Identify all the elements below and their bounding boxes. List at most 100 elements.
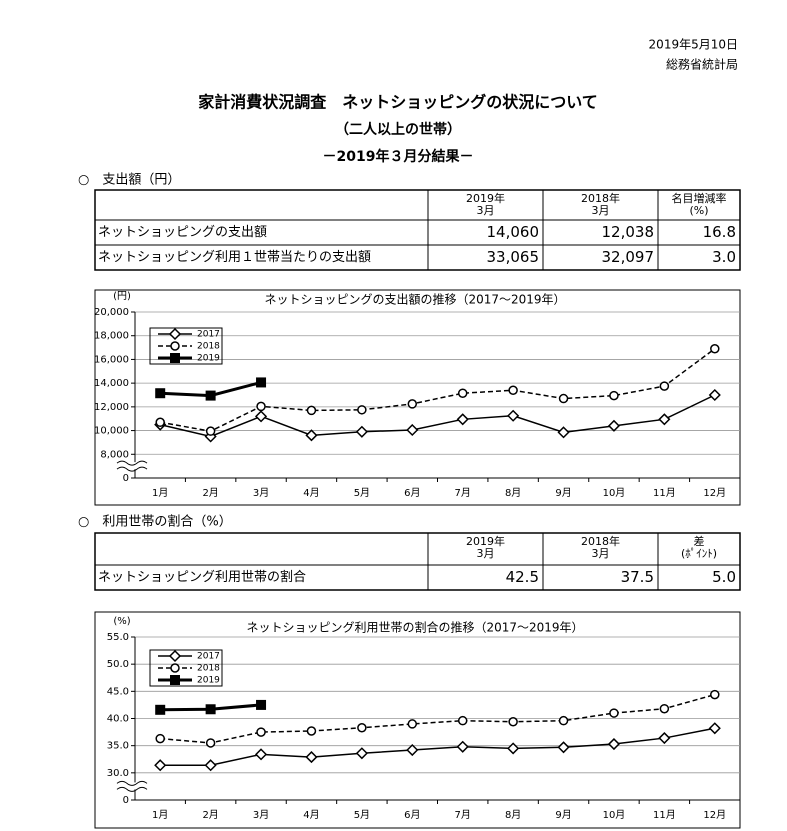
table-cell: 14,060	[487, 223, 540, 241]
legend-marker	[170, 663, 180, 673]
x-tick-label: 5月	[354, 809, 370, 821]
marker	[607, 419, 621, 432]
table-cell: 42.5	[506, 568, 539, 586]
legend-marker	[168, 649, 182, 663]
table-border	[94, 189, 741, 271]
x-tick-label: 8月	[505, 487, 521, 499]
series-line	[160, 348, 716, 432]
table-header: 3月	[592, 547, 610, 560]
marker	[456, 740, 469, 753]
marker	[507, 409, 520, 422]
axis-break	[116, 460, 148, 466]
marker	[256, 727, 266, 737]
legend-box	[149, 327, 223, 365]
marker	[256, 401, 266, 412]
table-header: 名目増減率	[672, 191, 727, 205]
marker	[305, 429, 318, 442]
x-tick-label: 9月	[555, 809, 571, 821]
x-tick-label: 11月	[653, 487, 676, 499]
marker	[155, 704, 166, 715]
y-tick-label: 45.0	[107, 686, 129, 697]
table-cell: 32,097	[602, 248, 655, 266]
y-tick-label: 10,000	[94, 426, 129, 437]
chart-frame	[94, 289, 741, 506]
axis-break	[116, 786, 148, 792]
marker	[254, 410, 268, 423]
x-tick-label: 2月	[202, 809, 218, 821]
marker	[407, 719, 418, 729]
marker	[256, 377, 267, 388]
table-cell: 33,065	[487, 248, 540, 266]
y-tick-label: 30.0	[107, 768, 129, 779]
marker	[355, 747, 368, 760]
marker	[406, 423, 419, 437]
y-tick-label: 8,000	[100, 449, 129, 460]
x-tick-label: 3月	[253, 809, 269, 821]
date: 2019年5月10日	[649, 38, 738, 52]
legend-label: 2017	[197, 330, 220, 340]
y-tick-label: 50.0	[107, 659, 129, 670]
y-unit: (円)	[113, 291, 131, 302]
organization: 総務省統計局	[666, 57, 738, 72]
section-label: ○ 支出額（円）	[78, 173, 180, 188]
table-border	[94, 532, 741, 591]
axis-break	[116, 780, 148, 786]
table-row-label: ネットショッピングの支出額	[98, 225, 267, 240]
table-header: 2018年	[581, 534, 620, 548]
marker	[154, 759, 167, 772]
section-label: ○ 利用世帯の割合（%）	[78, 514, 232, 530]
x-tick-label: 6月	[404, 487, 420, 499]
marker	[607, 737, 621, 751]
y-tick-label: 0	[123, 473, 129, 484]
marker	[306, 405, 317, 416]
marker	[708, 388, 721, 402]
y-tick-label: 16,000	[94, 354, 129, 365]
marker	[659, 703, 670, 714]
marker	[659, 381, 670, 391]
marker	[254, 748, 268, 761]
marker	[508, 385, 518, 396]
subtitle: （二人以上の世帯）	[335, 121, 461, 138]
legend-label: 2017	[197, 652, 220, 662]
x-tick-label: 6月	[404, 809, 420, 821]
marker	[710, 344, 720, 354]
y-tick-label: 0	[123, 795, 129, 806]
series-line	[160, 693, 715, 744]
y-tick-label: 20,000	[94, 307, 129, 318]
marker	[155, 733, 165, 744]
marker	[357, 405, 367, 415]
x-tick-label: 10月	[603, 809, 626, 821]
marker	[507, 742, 520, 755]
x-tick-label: 1月	[152, 487, 168, 499]
x-tick-label: 1月	[152, 809, 168, 821]
table-header: 3月	[477, 204, 495, 217]
chart-title: ネットショッピングの支出額の推移（2017～2019年）	[264, 293, 565, 307]
legend-marker	[170, 341, 180, 351]
x-tick-label: 7月	[455, 487, 471, 499]
marker	[456, 413, 469, 426]
chart-frame	[94, 611, 741, 829]
marker	[256, 699, 267, 710]
y-unit: (%)	[113, 616, 130, 627]
chart-title: ネットショッピング利用世帯の割合の推移（2017～2019年）	[246, 620, 583, 635]
marker	[205, 704, 216, 715]
table-cell: 37.5	[621, 568, 654, 586]
x-tick-label: 10月	[603, 487, 626, 499]
marker	[205, 426, 216, 436]
marker	[558, 715, 569, 726]
marker	[407, 399, 418, 409]
legend-label: 2019	[197, 354, 220, 364]
marker	[205, 390, 216, 401]
marker	[558, 393, 569, 404]
x-tick-label: 4月	[303, 487, 319, 499]
table-row-label: ネットショッピング利用１世帯当たりの支出額	[98, 250, 371, 265]
x-tick-label: 4月	[303, 809, 319, 821]
x-tick-label: 5月	[354, 487, 370, 499]
marker	[658, 413, 671, 426]
marker	[406, 743, 419, 757]
series-line	[160, 394, 716, 438]
marker	[357, 722, 367, 733]
y-tick-label: 55.0	[107, 632, 129, 643]
legend-marker	[168, 327, 182, 341]
